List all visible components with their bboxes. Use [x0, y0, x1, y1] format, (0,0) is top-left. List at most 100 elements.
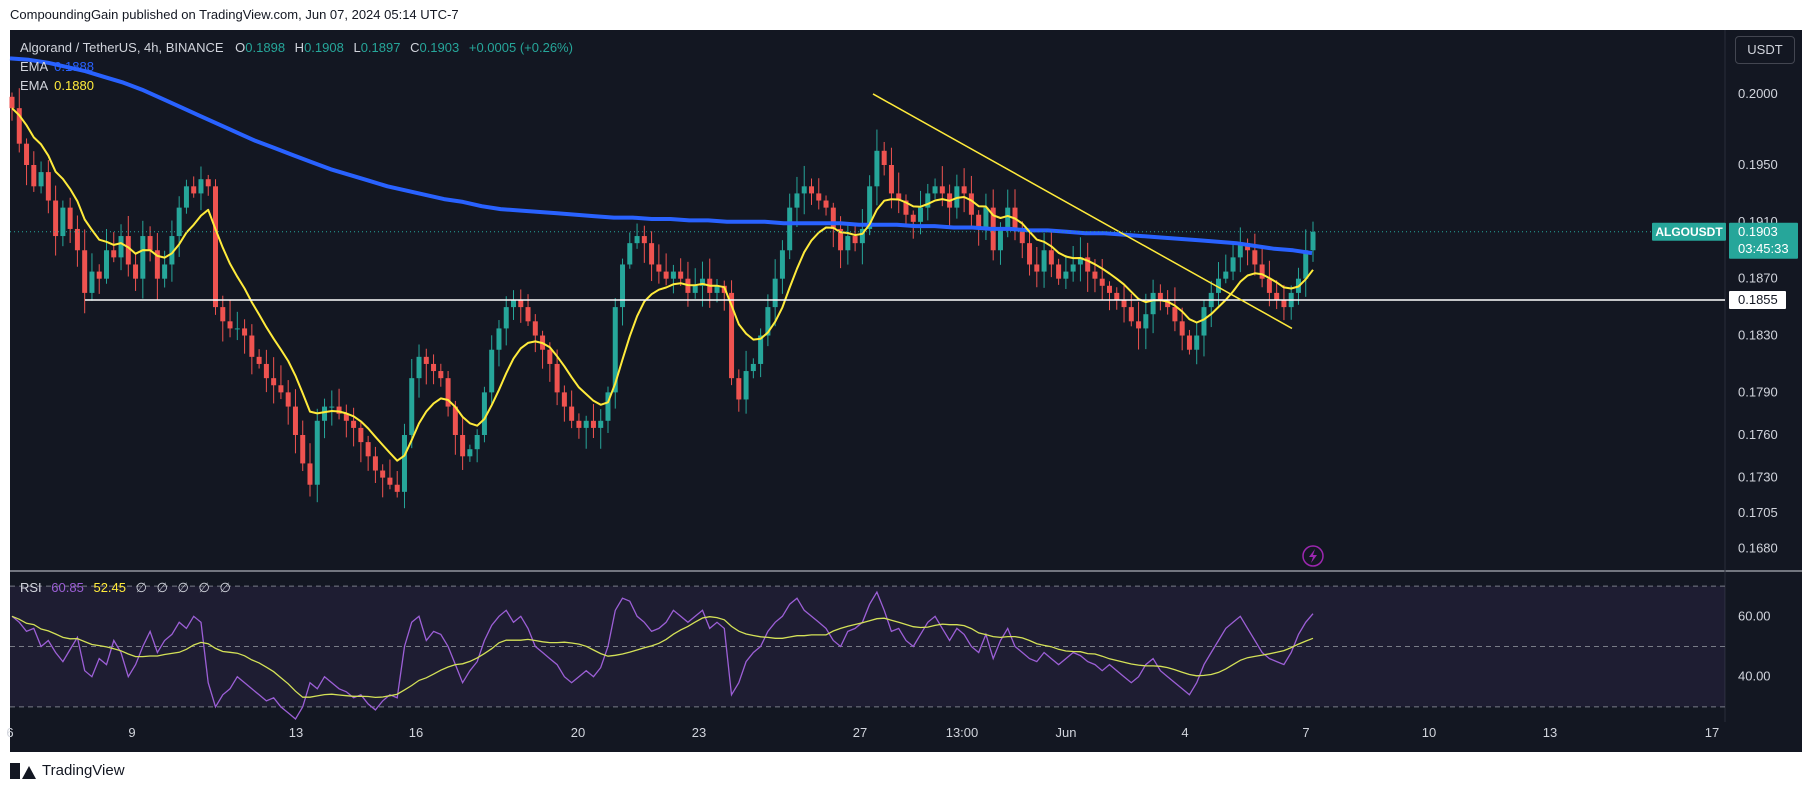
candle-body [714, 285, 720, 293]
close-label: C [410, 40, 420, 55]
legend-ema2[interactable]: EMA 0.1880 [20, 76, 579, 95]
legend-ema1[interactable]: EMA 0.1888 [20, 57, 579, 76]
rsi-empty-4: ∅ [198, 580, 210, 595]
candle-body [910, 214, 916, 222]
high-value: 0.1908 [304, 40, 344, 55]
legend-symbol-row: Algorand / TetherUS, 4h, BINANCE O0.1898… [20, 38, 579, 57]
candle-body [249, 335, 255, 357]
candle-body [511, 300, 517, 308]
candle-body [1114, 292, 1120, 300]
price-tick-label: 0.1830 [1738, 328, 1778, 343]
candle-body [729, 292, 735, 379]
candle-body [859, 228, 865, 244]
rsi-value: 60.85 [51, 580, 84, 595]
candle-body [103, 250, 109, 279]
ema-lines [9, 56, 1314, 462]
publish-bar: CompoundingGain published on TradingView… [0, 0, 1812, 30]
candle-body [169, 236, 175, 265]
currency-button[interactable]: USDT [1735, 36, 1795, 64]
candle-body [925, 193, 931, 208]
candle-body [278, 385, 284, 393]
candle-body [656, 264, 662, 272]
high-label: H [294, 40, 305, 55]
candle-body [416, 356, 422, 379]
candle-body [1136, 321, 1142, 329]
candle-body [699, 278, 705, 286]
candle-body [620, 264, 626, 308]
time-tick-label: 4 [1181, 725, 1188, 740]
candle-body [82, 250, 88, 293]
symbol-badge [1652, 222, 1726, 241]
rsi-legend[interactable]: RSI 60.85 52.45 ∅ ∅ ∅ ∅ ∅ [20, 580, 231, 596]
ema2-label: EMA [20, 78, 49, 93]
last-price-badge [1729, 222, 1798, 259]
candle-body [67, 207, 73, 229]
tradingview-brand: TradingView [42, 762, 125, 779]
candle-body [1179, 321, 1185, 336]
candle-body [1157, 292, 1163, 300]
rsi-ma-line [11, 615, 1314, 699]
candle-body [896, 193, 902, 201]
tradingview-logo-icon [10, 762, 36, 779]
candle-body [1056, 264, 1062, 279]
support-badge-label: 0.1855 [1738, 292, 1778, 307]
candle-body [750, 363, 756, 372]
candle-body [53, 200, 59, 237]
rsi-tick-label: 40.00 [1738, 669, 1771, 684]
time-tick-label: 17 [1705, 725, 1719, 740]
candle-body [1048, 250, 1054, 265]
candle-body [794, 193, 800, 208]
ema-long-line [9, 56, 1313, 256]
candle-body [343, 413, 349, 421]
rsi-ma-value: 52.45 [93, 580, 127, 595]
candle-body [939, 186, 945, 194]
candle-body [452, 406, 458, 435]
candle-body [300, 435, 306, 464]
candle-body [1085, 257, 1091, 272]
drawings[interactable] [10, 93, 1725, 567]
candle-body [60, 207, 66, 237]
candle-body [31, 165, 37, 187]
candle-body [888, 165, 894, 194]
candle-body [256, 356, 262, 364]
time-tick-label: 10 [1422, 725, 1436, 740]
tradingview-logo[interactable]: TradingView [10, 762, 125, 779]
symbol-badge-label: ALGOUSDT [1655, 225, 1723, 239]
candle-body [997, 228, 1003, 251]
candle-body [198, 179, 204, 194]
symbol-title[interactable]: Algorand / TetherUS, 4h, BINANCE [20, 40, 224, 55]
legend: Algorand / TetherUS, 4h, BINANCE O0.1898… [20, 38, 579, 95]
candle-body [89, 271, 95, 293]
candle-body [1099, 278, 1105, 286]
candle-body [569, 406, 575, 421]
candle-body [1165, 300, 1171, 308]
candle-body [823, 200, 829, 208]
candle-body [634, 236, 640, 244]
candle-body [1252, 250, 1258, 265]
rsi-tick-label: 60.00 [1738, 608, 1771, 623]
candle-body [191, 186, 197, 194]
candle-body [758, 335, 764, 364]
candle-body [590, 420, 596, 428]
close-value: 0.1903 [419, 40, 460, 55]
candle-body [787, 207, 793, 251]
candle-body [242, 328, 248, 336]
candle-body [438, 371, 444, 379]
candle-body [401, 435, 407, 492]
time-tick-label: 7 [1302, 725, 1309, 740]
rsi-empty-2: ∅ [156, 580, 168, 595]
candle-body [147, 236, 153, 251]
chart-frame[interactable] [10, 30, 1802, 752]
open-value: 0.1898 [245, 40, 286, 55]
candle-body [881, 150, 887, 165]
low-value: 0.1897 [360, 40, 401, 55]
change-value: +0.0005 (+0.26%) [468, 40, 573, 55]
candle-body [380, 470, 386, 478]
candle-body [1121, 300, 1127, 308]
candle-body [292, 406, 298, 435]
candle-body [481, 392, 487, 435]
candle-body [1237, 243, 1243, 258]
candle-body [496, 328, 502, 350]
ema-short-line [11, 107, 1314, 462]
